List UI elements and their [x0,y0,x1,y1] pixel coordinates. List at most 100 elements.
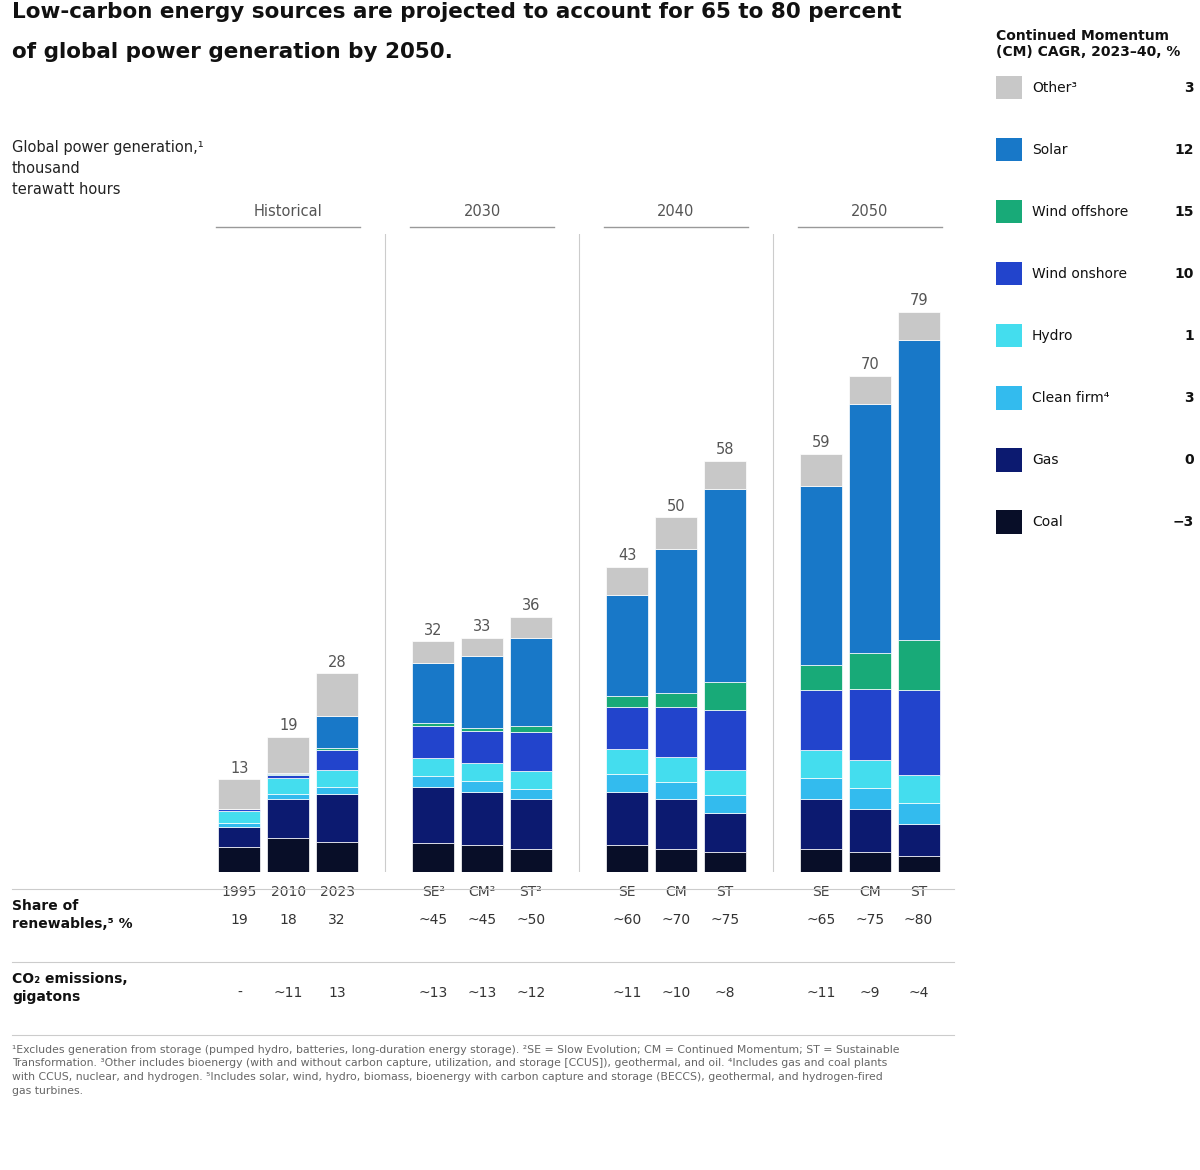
Bar [316,750,358,770]
Bar [218,779,260,808]
Text: ~80: ~80 [904,913,934,927]
Text: Continued Momentum
(CM) CAGR, 2023–40, %: Continued Momentum (CM) CAGR, 2023–40, % [996,29,1181,60]
Text: Share of
renewables,⁵ %: Share of renewables,⁵ % [12,899,133,931]
Text: ~45: ~45 [419,913,448,927]
Text: Coal: Coal [1032,515,1063,529]
Bar [898,856,940,872]
Bar [800,849,842,872]
Text: ~65: ~65 [806,913,835,927]
Text: ¹Excludes generation from storage (pumped hydro, batteries, long-duration energy: ¹Excludes generation from storage (pumpe… [12,1045,900,1095]
Text: 13: 13 [329,986,346,999]
Bar [848,789,890,810]
Bar [461,792,503,845]
Bar [606,707,648,749]
Bar [848,376,890,404]
Text: 10: 10 [1175,267,1194,281]
Bar [606,845,648,872]
Text: ~10: ~10 [661,986,690,999]
Bar [268,838,310,872]
Bar [268,778,310,793]
Bar [461,638,503,655]
Text: Hydro: Hydro [1032,329,1074,343]
Bar [606,696,648,707]
Bar [703,852,745,872]
Text: −3: −3 [1172,515,1194,529]
Bar [703,489,745,682]
Bar [655,708,697,757]
Bar [316,716,358,749]
Text: 3: 3 [1184,391,1194,405]
Bar [703,461,745,489]
Bar [703,682,745,710]
Bar [848,810,890,852]
Text: ~75: ~75 [710,913,739,927]
Text: Solar: Solar [1032,143,1068,157]
Bar [413,844,455,872]
Text: ~11: ~11 [806,986,835,999]
Text: 2040: 2040 [658,204,695,219]
Bar [413,723,455,727]
Bar [703,710,745,770]
Bar [848,653,890,689]
Bar [848,759,890,789]
Bar [461,728,503,731]
Bar [316,842,358,872]
Bar [703,796,745,813]
Bar [413,776,455,786]
Bar [898,640,940,689]
Bar [800,750,842,778]
Text: 58: 58 [715,442,734,457]
Bar [510,617,552,638]
Text: 3: 3 [1184,81,1194,95]
Bar [461,845,503,872]
Bar [800,689,842,750]
Text: ~13: ~13 [419,986,448,999]
Text: 36: 36 [522,598,540,613]
Bar [413,662,455,723]
Bar [898,775,940,803]
Bar [268,793,310,799]
Bar [413,641,455,662]
Bar [606,773,648,792]
Bar [800,454,842,486]
Text: CO₂ emissions,
gigatons: CO₂ emissions, gigatons [12,971,127,1004]
Bar [461,763,503,780]
Text: ~11: ~11 [274,986,302,999]
Bar [268,773,310,775]
Bar [510,789,552,799]
Bar [316,786,358,793]
Text: ~12: ~12 [516,986,546,999]
Text: ~45: ~45 [468,913,497,927]
Bar [510,771,552,789]
Text: 13: 13 [230,760,248,776]
Text: ~4: ~4 [908,986,929,999]
Bar [510,849,552,872]
Text: ~13: ~13 [468,986,497,999]
Bar [268,737,310,773]
Bar [218,827,260,847]
Bar [898,824,940,856]
Text: ~75: ~75 [856,913,884,927]
Bar [413,758,455,776]
Bar [800,799,842,849]
Bar [316,673,358,716]
Text: 33: 33 [473,619,491,634]
Text: Wind offshore: Wind offshore [1032,205,1128,219]
Bar [606,792,648,845]
Bar [898,312,940,340]
Bar [268,775,310,778]
Bar [218,811,260,824]
Bar [606,749,648,773]
Text: ~50: ~50 [516,913,546,927]
Bar [655,849,697,872]
Bar [898,689,940,775]
Bar [898,340,940,640]
Text: Low-carbon energy sources are projected to account for 65 to 80 percent: Low-carbon energy sources are projected … [12,2,901,22]
Bar [848,689,890,759]
Text: 32: 32 [424,622,443,638]
Text: 28: 28 [328,655,347,669]
Text: 1: 1 [1184,329,1194,343]
Bar [800,665,842,689]
Bar [655,799,697,849]
Bar [655,757,697,782]
